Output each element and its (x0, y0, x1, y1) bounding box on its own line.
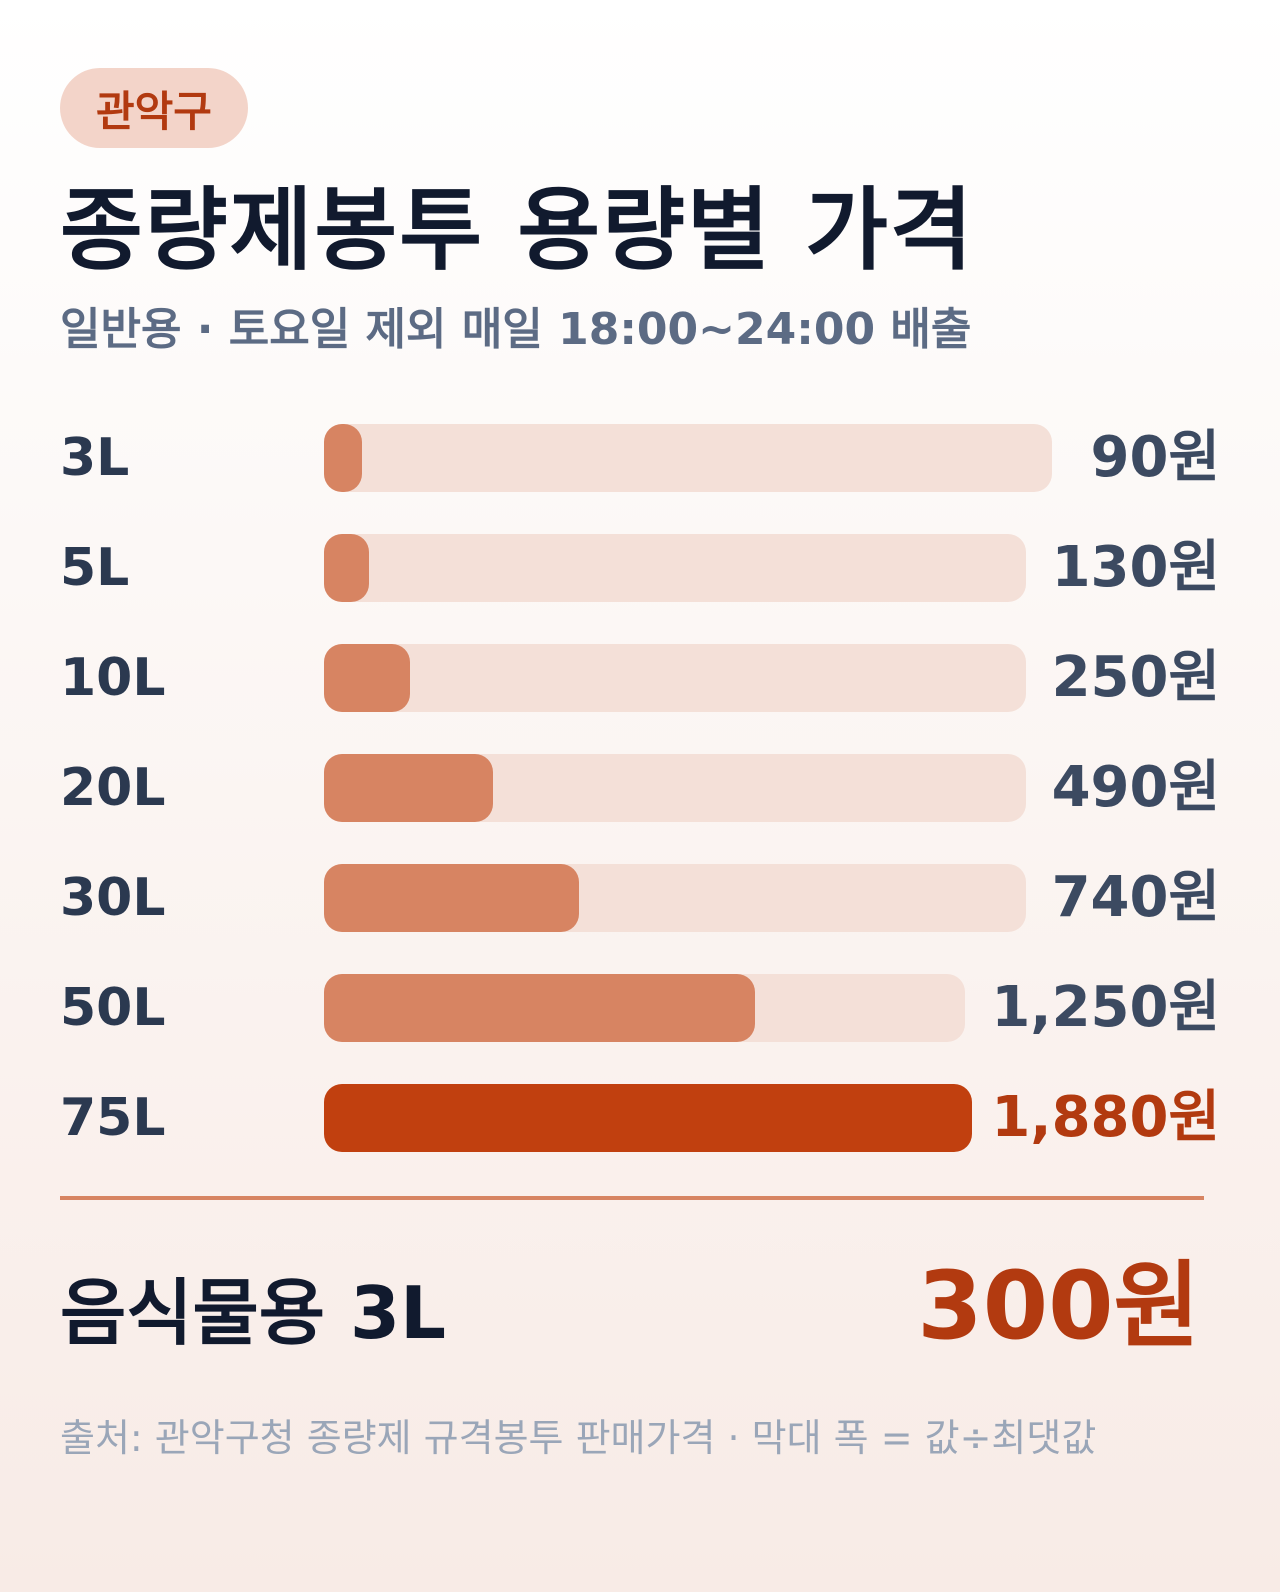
bar-track (324, 424, 1052, 492)
bar-value-label: 90원 (1090, 425, 1220, 490)
page-title: 종량제봉투 용량별 가격 (60, 178, 975, 283)
bar-fill (324, 974, 755, 1042)
bar-track (324, 864, 1026, 932)
bar-category-label: 30L (60, 868, 166, 928)
bar-fill (324, 754, 493, 822)
bar-fill (324, 644, 411, 712)
bar-fill (324, 534, 369, 602)
bar-row: 20L 490원 (60, 754, 1220, 822)
bar-value-label: 1,250원 (991, 975, 1220, 1040)
food-waste-label: 음식물용 3L (60, 1271, 447, 1355)
bar-category-label: 50L (60, 978, 166, 1038)
bar-category-label: 75L (60, 1088, 166, 1148)
bar-row: 3L 90원 (60, 424, 1220, 492)
bar-track (324, 974, 966, 1042)
page-subtitle: 일반용 · 토요일 제외 매일 18:00~24:00 배출 (60, 304, 972, 355)
bar-row: 10L 250원 (60, 644, 1220, 712)
price-bar-chart: 3L 90원 5L 130원 10L 250원 20L 490원 30L 740원 50L 1,250… (60, 424, 1220, 1194)
bar-track (324, 754, 1026, 822)
bar-fill (324, 424, 362, 492)
bar-value-label: 1,880원 (991, 1085, 1220, 1150)
bar-value-label: 740원 (1051, 865, 1220, 930)
source-note: 출처: 관악구청 종량제 규격봉투 판매가격 · 막대 폭 = 값÷최댓값 (60, 1416, 1097, 1460)
bar-row: 5L 130원 (60, 534, 1220, 602)
bar-category-label: 10L (60, 648, 166, 708)
bar-category-label: 20L (60, 758, 166, 818)
bar-fill (324, 864, 580, 932)
food-waste-price: 300원 (917, 1252, 1200, 1361)
bar-category-label: 3L (60, 428, 130, 488)
bar-row: 30L 740원 (60, 864, 1220, 932)
bar-value-label: 250원 (1051, 645, 1220, 710)
bar-track (324, 1084, 972, 1152)
district-badge: 관악구 (60, 68, 248, 148)
bar-track (324, 644, 1026, 712)
bar-value-label: 130원 (1051, 535, 1220, 600)
bar-row: 50L 1,250원 (60, 974, 1220, 1042)
bar-row: 75L 1,880원 (60, 1084, 1220, 1152)
bar-category-label: 5L (60, 538, 130, 598)
bar-track (324, 534, 1026, 602)
bar-value-label: 490원 (1051, 755, 1220, 820)
bar-fill (324, 1084, 972, 1152)
divider (60, 1196, 1204, 1200)
